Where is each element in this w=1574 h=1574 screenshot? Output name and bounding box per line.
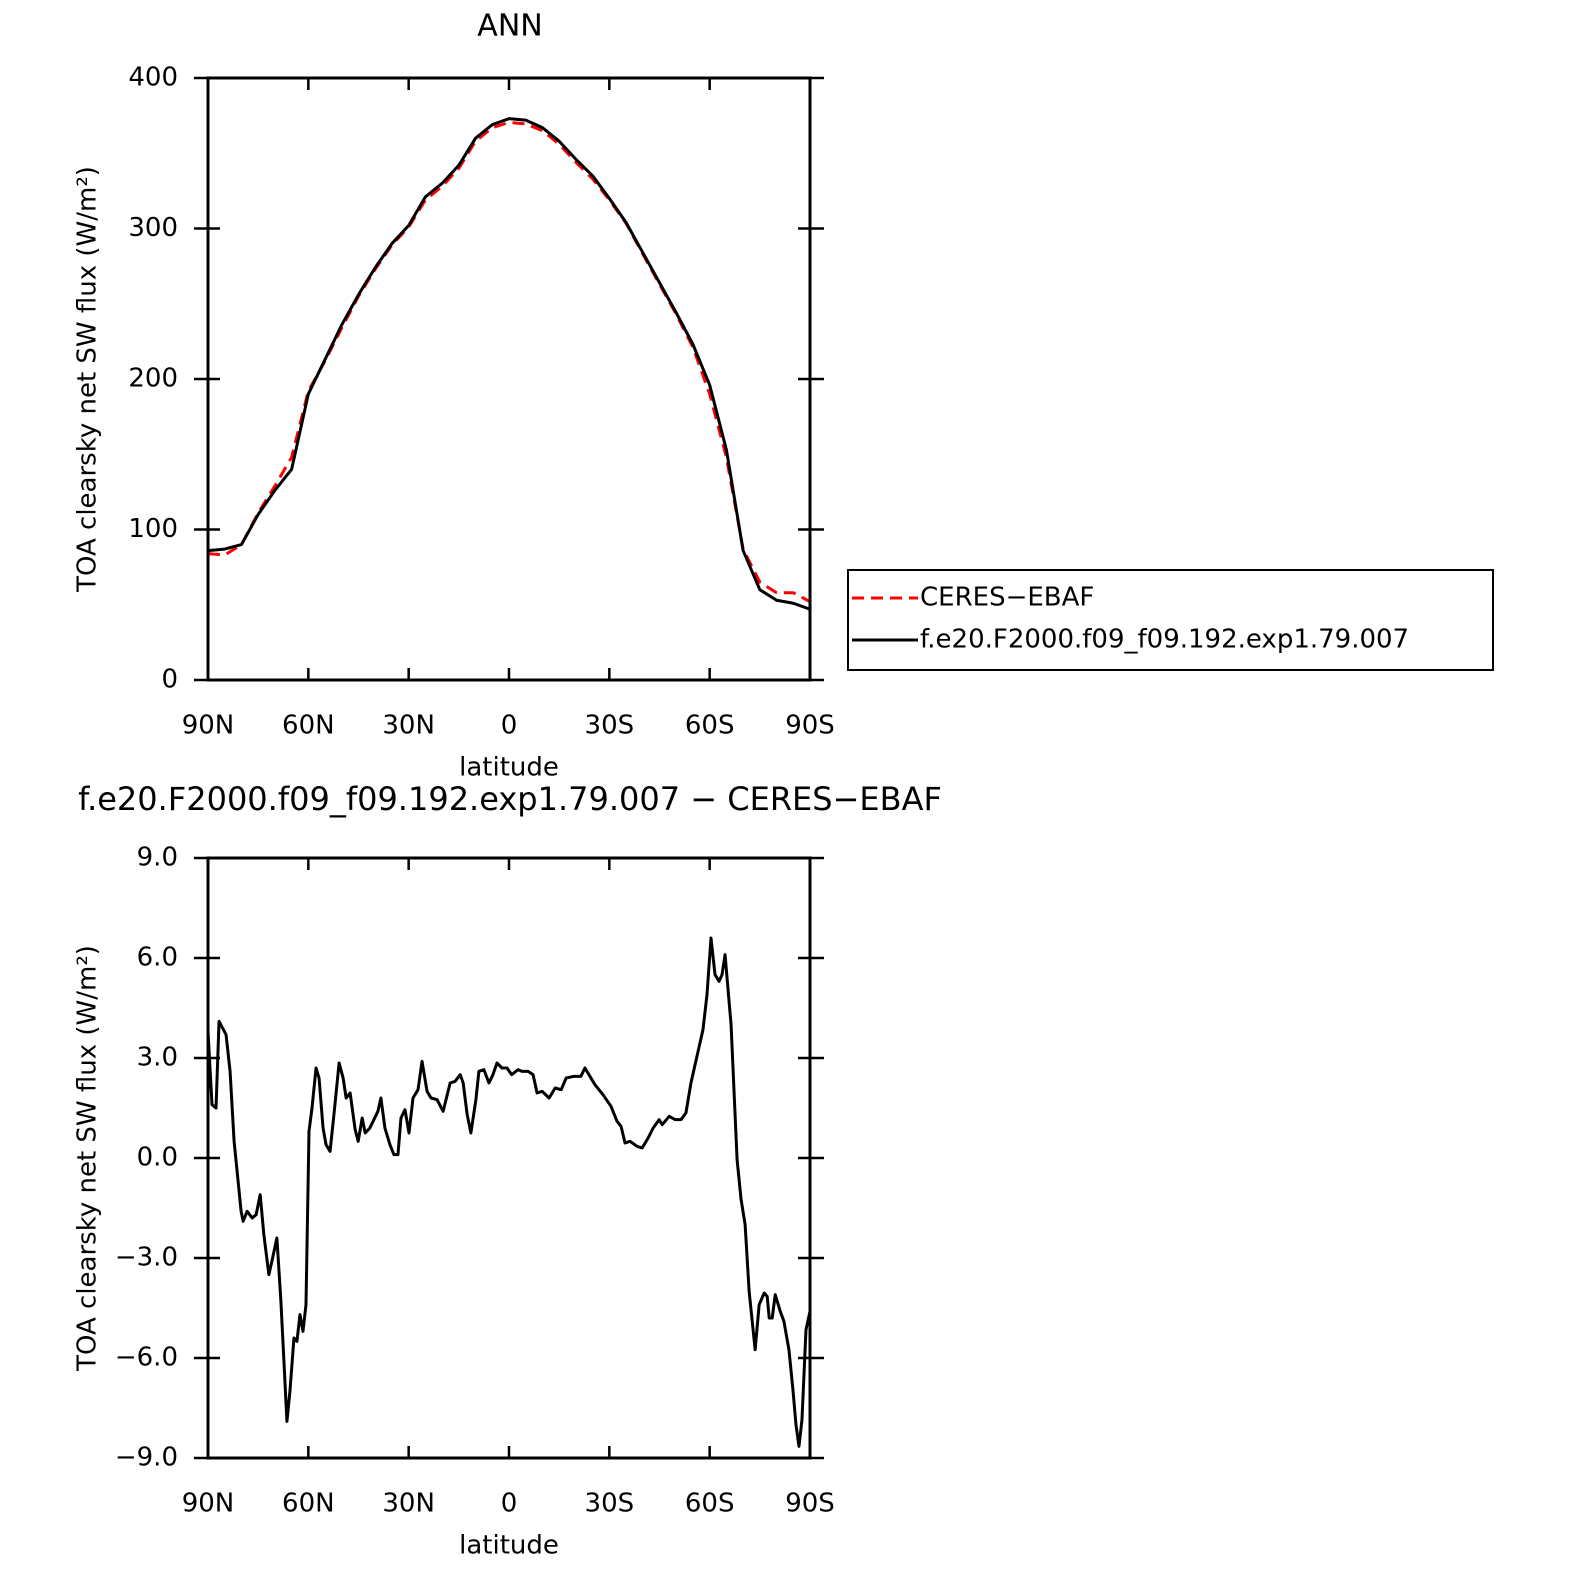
legend-label: f.e20.F2000.f09_f09.192.exp1.79.007 [920, 625, 1409, 655]
x-tick-label: 30S [585, 711, 635, 741]
x-tick-label: 0 [501, 711, 518, 741]
x-tick-label: 90S [785, 711, 835, 741]
plot-frame [206, 856, 812, 1460]
y-tick-label: 300 [128, 213, 178, 243]
y-tick-label: 0 [161, 665, 178, 695]
y-tick-label: 6.0 [137, 943, 178, 973]
y-tick-label: −9.0 [115, 1443, 178, 1473]
x-tick-label: 90N [182, 711, 235, 741]
x-axis-label: latitude [459, 1531, 559, 1561]
x-tick-label: 30N [382, 1489, 435, 1519]
x-tick-label: 90S [785, 1489, 835, 1519]
y-tick-label: 3.0 [137, 1043, 178, 1073]
x-tick-label: 30N [382, 711, 435, 741]
data-line [207, 117, 811, 611]
y-tick-label: −6.0 [115, 1343, 178, 1373]
x-tick-label: 60N [282, 711, 335, 741]
x-tick-label: 90N [182, 1489, 235, 1519]
x-tick-label: 0 [501, 1489, 518, 1519]
y-axis-label: TOA clearsky net SW flux (W/m²) [73, 945, 103, 1372]
x-tick-label: 60N [282, 1489, 335, 1519]
chart-title: ANN [477, 9, 542, 44]
legend-label: CERES−EBAF [920, 583, 1094, 613]
y-axis-label: TOA clearsky net SW flux (W/m²) [73, 166, 103, 593]
y-tick-label: 9.0 [137, 843, 178, 873]
x-tick-label: 60S [685, 711, 735, 741]
y-tick-label: 100 [128, 514, 178, 544]
legend-box [847, 569, 1494, 671]
x-tick-label: 30S [585, 1489, 635, 1519]
y-tick-label: 0.0 [137, 1143, 178, 1173]
y-tick-label: 400 [128, 63, 178, 93]
data-line [206, 936, 812, 1448]
data-line [207, 120, 811, 604]
x-axis-label: latitude [459, 753, 559, 783]
plot-frame [206, 76, 812, 682]
x-tick-label: 60S [685, 1489, 735, 1519]
y-tick-label: 200 [128, 364, 178, 394]
y-tick-label: −3.0 [115, 1243, 178, 1273]
chart-title: f.e20.F2000.f09_f09.192.exp1.79.007 − CE… [78, 780, 942, 818]
